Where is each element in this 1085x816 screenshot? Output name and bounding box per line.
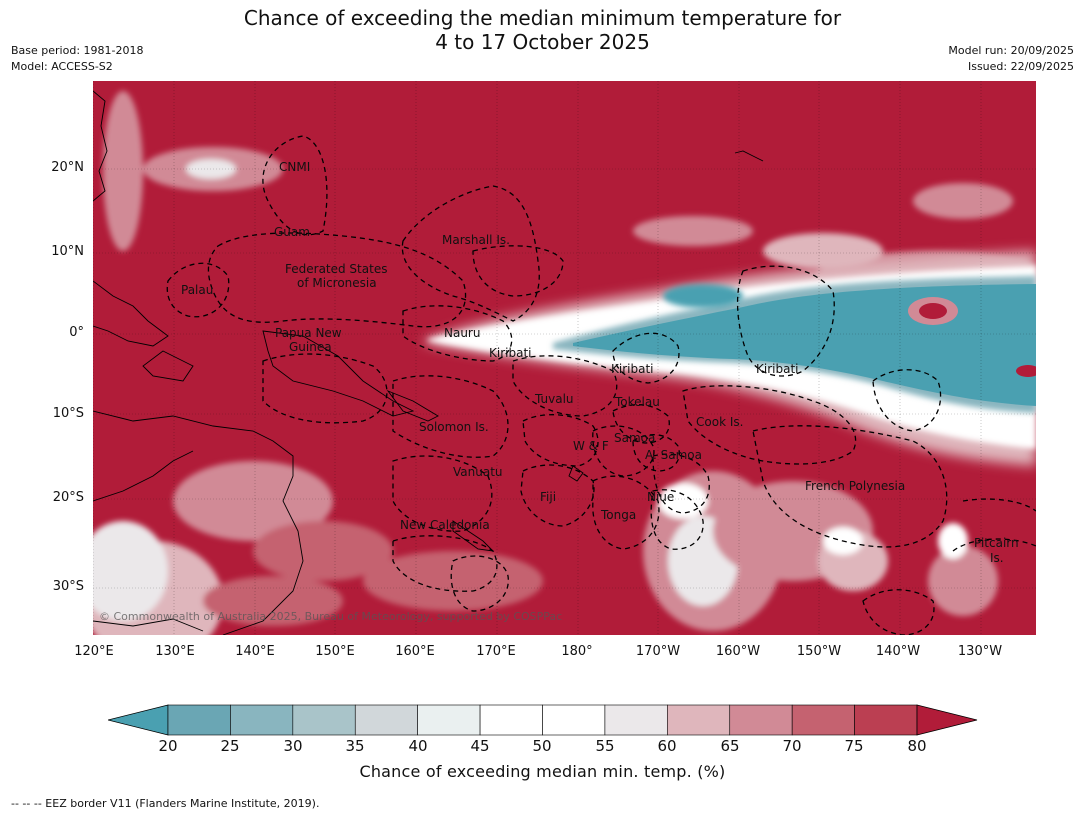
base-period-text: Base period: 1981-2018: [11, 44, 144, 57]
lon-label-170e: 170°E: [476, 644, 516, 659]
label-tuvalu: Tuvalu: [534, 392, 574, 406]
label-kiribati-east: Kiribati: [756, 362, 798, 376]
colorbar-label: Chance of exceeding median min. temp. (%…: [359, 762, 726, 781]
colorbar-under-arrow: [108, 704, 169, 736]
label-fiji: Fiji: [540, 490, 556, 504]
colorbar-segment: [604, 704, 668, 736]
colorbar-tick-30: 30: [283, 737, 303, 755]
colorbar-tick-60: 60: [657, 737, 677, 755]
label-asamoa: A. Samoa: [645, 448, 702, 462]
lat-label-10n: 10°N: [51, 244, 84, 259]
label-tokelau: Tokelau: [614, 395, 660, 409]
colorbar-segment: [542, 704, 606, 736]
colorbar-segment: [791, 704, 855, 736]
equatorial-cool-band: [423, 251, 1036, 466]
colorbar-tick-65: 65: [720, 737, 740, 755]
colorbar-segment: [729, 704, 793, 736]
colorbar-segment: [479, 704, 543, 736]
label-pitcairn-1: Pitcairn: [974, 536, 1019, 550]
lat-label-20s: 20°S: [52, 490, 84, 505]
label-vanuatu: Vanuatu: [453, 465, 503, 479]
colorbar-tick-75: 75: [844, 737, 864, 755]
label-kiribati-west: Kiribati: [489, 346, 531, 360]
colorbar-segments: [167, 704, 918, 736]
lon-label-130e: 130°E: [155, 644, 195, 659]
colorbar-segment: [292, 704, 356, 736]
colorbar-tick-80: 80: [907, 737, 927, 755]
label-marshall: Marshall Is.: [442, 233, 510, 247]
label-solomon: Solomon Is.: [419, 420, 489, 434]
model-run-text: Model run: 20/09/2025: [948, 44, 1074, 57]
eez-footnote: -- -- -- EEZ border V11 (Flanders Marine…: [11, 797, 320, 810]
label-png-2: Guinea: [289, 340, 332, 354]
colorbar-tick-20: 20: [158, 737, 178, 755]
run-info: Model run: 20/09/2025 Issued: 22/09/2025: [948, 43, 1074, 75]
graticule: [93, 81, 1036, 635]
lat-label-10s: 10°S: [52, 406, 84, 421]
colorbar-tick-70: 70: [782, 737, 802, 755]
colorbar-tick-40: 40: [408, 737, 428, 755]
label-new-caledonia: New Caledonia: [400, 518, 490, 532]
title-line-2: 4 to 17 October 2025: [435, 30, 650, 54]
colorbar-segment: [167, 704, 231, 736]
issued-text: Issued: 22/09/2025: [967, 60, 1074, 73]
model-name-text: Model: ACCESS-S2: [11, 60, 113, 73]
label-cnmi: CNMI: [279, 160, 310, 174]
label-wf: W & F: [573, 439, 609, 453]
colorbar-segment: [354, 704, 418, 736]
label-pitcairn-2: Is.: [990, 551, 1004, 565]
label-french-polynesia: French Polynesia: [805, 479, 905, 493]
probability-patches: [93, 91, 1036, 635]
lon-label-170w: 170°W: [635, 644, 681, 659]
colorbar-tick-55: 55: [595, 737, 615, 755]
colorbar-segment: [417, 704, 481, 736]
label-niue: Niue: [647, 490, 674, 504]
lon-label-140w: 140°W: [875, 644, 921, 659]
colorbar-tick-35: 35: [345, 737, 365, 755]
label-cook: Cook Is.: [696, 415, 743, 429]
region-labels: CNMI Guam Marshall Is. Federated States …: [181, 160, 1019, 565]
lon-label-150w: 150°W: [796, 644, 842, 659]
colorbar-segment: [854, 704, 918, 736]
label-png-1: Papua New: [275, 326, 342, 340]
colorbar: [108, 704, 978, 736]
forecast-map: CNMI Guam Marshall Is. Federated States …: [93, 81, 1036, 635]
colorbar-tick-45: 45: [470, 737, 490, 755]
colorbar-segment: [230, 704, 294, 736]
lon-label-160w: 160°W: [715, 644, 761, 659]
label-fsm-2: of Micronesia: [297, 276, 377, 290]
map-title: Chance of exceeding the median minimum t…: [0, 6, 1085, 54]
lon-label-120e: 120°E: [74, 644, 114, 659]
copyright-notice: © Commonwealth of Australia 2025, Bureau…: [99, 610, 563, 623]
label-samoa: Samoa: [614, 431, 655, 445]
lon-label-130w: 130°W: [957, 644, 1003, 659]
colorbar-segment: [667, 704, 731, 736]
lon-label-160e: 160°E: [395, 644, 435, 659]
title-line-1: Chance of exceeding the median minimum t…: [243, 6, 842, 30]
map-canvas: CNMI Guam Marshall Is. Federated States …: [93, 81, 1036, 635]
label-guam: Guam: [274, 225, 310, 239]
label-fsm-1: Federated States: [285, 262, 387, 276]
colorbar-over-arrow: [916, 704, 978, 736]
lon-label-180: 180°: [561, 644, 593, 659]
label-tonga: Tonga: [600, 508, 636, 522]
colorbar-tick-50: 50: [532, 737, 552, 755]
label-palau: Palau: [181, 283, 213, 297]
lon-label-150e: 150°E: [315, 644, 355, 659]
lat-label-0: 0°: [69, 325, 84, 340]
lat-label-20n: 20°N: [51, 160, 84, 175]
lat-label-30s: 30°S: [52, 579, 84, 594]
colorbar-tick-25: 25: [220, 737, 240, 755]
eez-borders: [166, 135, 1036, 635]
label-kiribati-central: Kiribati: [611, 362, 653, 376]
model-info: Base period: 1981-2018 Model: ACCESS-S2: [11, 43, 143, 75]
label-nauru: Nauru: [444, 326, 480, 340]
lon-label-140e: 140°E: [235, 644, 275, 659]
